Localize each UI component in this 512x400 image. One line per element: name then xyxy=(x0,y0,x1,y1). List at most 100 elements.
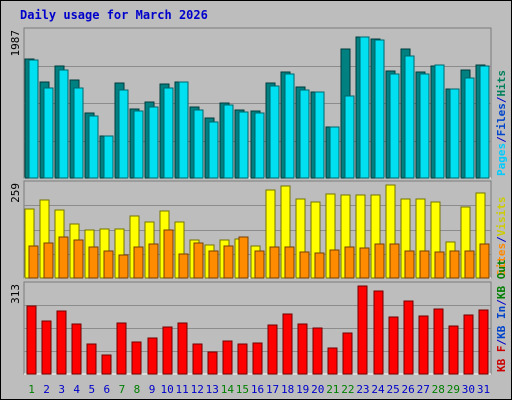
bar-kbytes-kb-f-6 xyxy=(101,354,112,375)
bar-visits-sites-2 xyxy=(43,242,54,279)
bar-visits-sites-3 xyxy=(58,236,69,279)
bar-visits-sites-25 xyxy=(389,243,400,279)
legend-entry-hits-4: Hits xyxy=(495,70,508,97)
legend-entry-kbytes-2: KB In xyxy=(495,306,508,339)
ytick-label-kbytes: 313 xyxy=(9,284,22,304)
legend-entry-hits-1: / xyxy=(495,136,508,143)
legend-entry-hits-2: Files xyxy=(495,103,508,136)
legend-hits: Pages/Files/Hits xyxy=(495,70,508,176)
bar-hits-files-16 xyxy=(254,112,265,179)
x-label-day-18: 18 xyxy=(281,383,294,396)
bar-hits-files-10 xyxy=(163,87,174,179)
bar-visits-sites-23 xyxy=(359,247,370,279)
bar-visits-sites-5 xyxy=(88,246,99,279)
bar-kbytes-kb-f-12 xyxy=(192,343,203,375)
bar-kbytes-kb-f-23 xyxy=(357,285,368,375)
legend-entry-kbytes-0: KB F xyxy=(495,346,508,373)
x-label-day-11: 11 xyxy=(176,383,189,396)
x-label-day-23: 23 xyxy=(356,383,369,396)
bar-kbytes-kb-f-5 xyxy=(86,343,97,375)
bar-kbytes-kb-f-18 xyxy=(282,313,293,375)
bar-hits-files-2 xyxy=(43,87,54,179)
bar-hits-files-3 xyxy=(58,69,69,179)
x-label-day-28: 28 xyxy=(432,383,445,396)
bar-visits-sites-11 xyxy=(178,253,189,279)
x-label-day-6: 6 xyxy=(104,383,111,396)
bar-hits-files-7 xyxy=(118,89,129,179)
x-label-day-20: 20 xyxy=(311,383,324,396)
bar-kbytes-kb-f-9 xyxy=(147,337,158,375)
x-label-day-13: 13 xyxy=(206,383,219,396)
bar-hits-files-19 xyxy=(299,89,310,179)
legend-entry-kbytes-1: / xyxy=(495,339,508,346)
x-label-day-19: 19 xyxy=(296,383,309,396)
bar-visits-sites-24 xyxy=(374,243,385,279)
legend-entry-visits-1: / xyxy=(495,236,508,243)
bar-kbytes-kb-f-14 xyxy=(222,340,233,375)
ytick-label-hits: 1987 xyxy=(9,30,22,57)
x-label-day-9: 9 xyxy=(149,383,156,396)
bar-hits-files-31 xyxy=(479,65,490,179)
x-label-day-8: 8 xyxy=(134,383,141,396)
legend-entry-visits-2: Visits xyxy=(495,197,508,237)
bar-hits-files-28 xyxy=(434,64,445,179)
x-label-day-27: 27 xyxy=(417,383,430,396)
bar-kbytes-kb-f-17 xyxy=(267,324,278,375)
bar-kbytes-kb-f-21 xyxy=(327,347,338,375)
x-label-day-3: 3 xyxy=(58,383,65,396)
bar-visits-sites-21 xyxy=(329,249,340,279)
bar-visits-sites-10 xyxy=(163,229,174,279)
bar-visits-sites-28 xyxy=(434,251,445,279)
bar-visits-sites-16 xyxy=(254,250,265,279)
bar-kbytes-kb-f-30 xyxy=(463,314,474,375)
chart-title: Daily usage for March 2026 xyxy=(20,8,208,22)
x-label-day-5: 5 xyxy=(88,383,95,396)
bar-visits-sites-20 xyxy=(314,252,325,279)
bar-kbytes-kb-f-29 xyxy=(448,325,459,375)
bar-kbytes-kb-f-25 xyxy=(388,316,399,375)
bar-hits-files-24 xyxy=(374,39,385,179)
bar-hits-files-17 xyxy=(269,85,280,179)
bar-hits-files-4 xyxy=(73,87,84,179)
bar-visits-sites-29 xyxy=(449,250,460,279)
bar-kbytes-kb-f-1 xyxy=(26,305,37,375)
bar-hits-files-25 xyxy=(389,73,400,179)
bar-hits-files-9 xyxy=(148,106,159,179)
bar-kbytes-kb-f-4 xyxy=(71,323,82,375)
bar-hits-files-6 xyxy=(103,135,114,179)
bar-hits-files-5 xyxy=(88,115,99,179)
x-label-day-25: 25 xyxy=(386,383,399,396)
bar-visits-sites-18 xyxy=(284,246,295,279)
x-label-day-29: 29 xyxy=(447,383,460,396)
x-label-day-21: 21 xyxy=(326,383,339,396)
bar-visits-sites-12 xyxy=(193,242,204,279)
x-label-day-31: 31 xyxy=(477,383,490,396)
bar-hits-files-15 xyxy=(238,111,249,179)
ytick-label-visits: 259 xyxy=(9,183,22,203)
bar-kbytes-kb-f-19 xyxy=(297,323,308,375)
x-label-day-7: 7 xyxy=(119,383,126,396)
legend-entry-hits-0: Pages xyxy=(495,143,508,176)
bar-visits-sites-17 xyxy=(269,246,280,279)
x-label-day-22: 22 xyxy=(341,383,354,396)
bar-hits-files-1 xyxy=(28,59,39,179)
x-label-day-14: 14 xyxy=(221,383,235,396)
bar-hits-files-23 xyxy=(359,36,370,179)
bar-hits-files-29 xyxy=(449,88,460,179)
bar-visits-sites-30 xyxy=(464,250,475,279)
legend-entry-visits-0: Sites xyxy=(495,243,508,276)
bar-visits-sites-13 xyxy=(208,250,219,279)
bar-kbytes-kb-f-16 xyxy=(252,342,263,375)
x-label-day-24: 24 xyxy=(371,383,385,396)
bar-hits-files-12 xyxy=(193,109,204,179)
legend-entry-kbytes-3: / xyxy=(495,299,508,306)
bar-hits-files-30 xyxy=(464,77,475,179)
bar-kbytes-kb-f-11 xyxy=(177,322,188,375)
x-label-day-2: 2 xyxy=(43,383,50,396)
bar-visits-sites-7 xyxy=(118,254,129,279)
bar-kbytes-kb-f-20 xyxy=(312,327,323,375)
bar-kbytes-kb-f-31 xyxy=(478,309,489,375)
x-label-day-4: 4 xyxy=(73,383,80,396)
bar-visits-sites-26 xyxy=(404,250,415,279)
